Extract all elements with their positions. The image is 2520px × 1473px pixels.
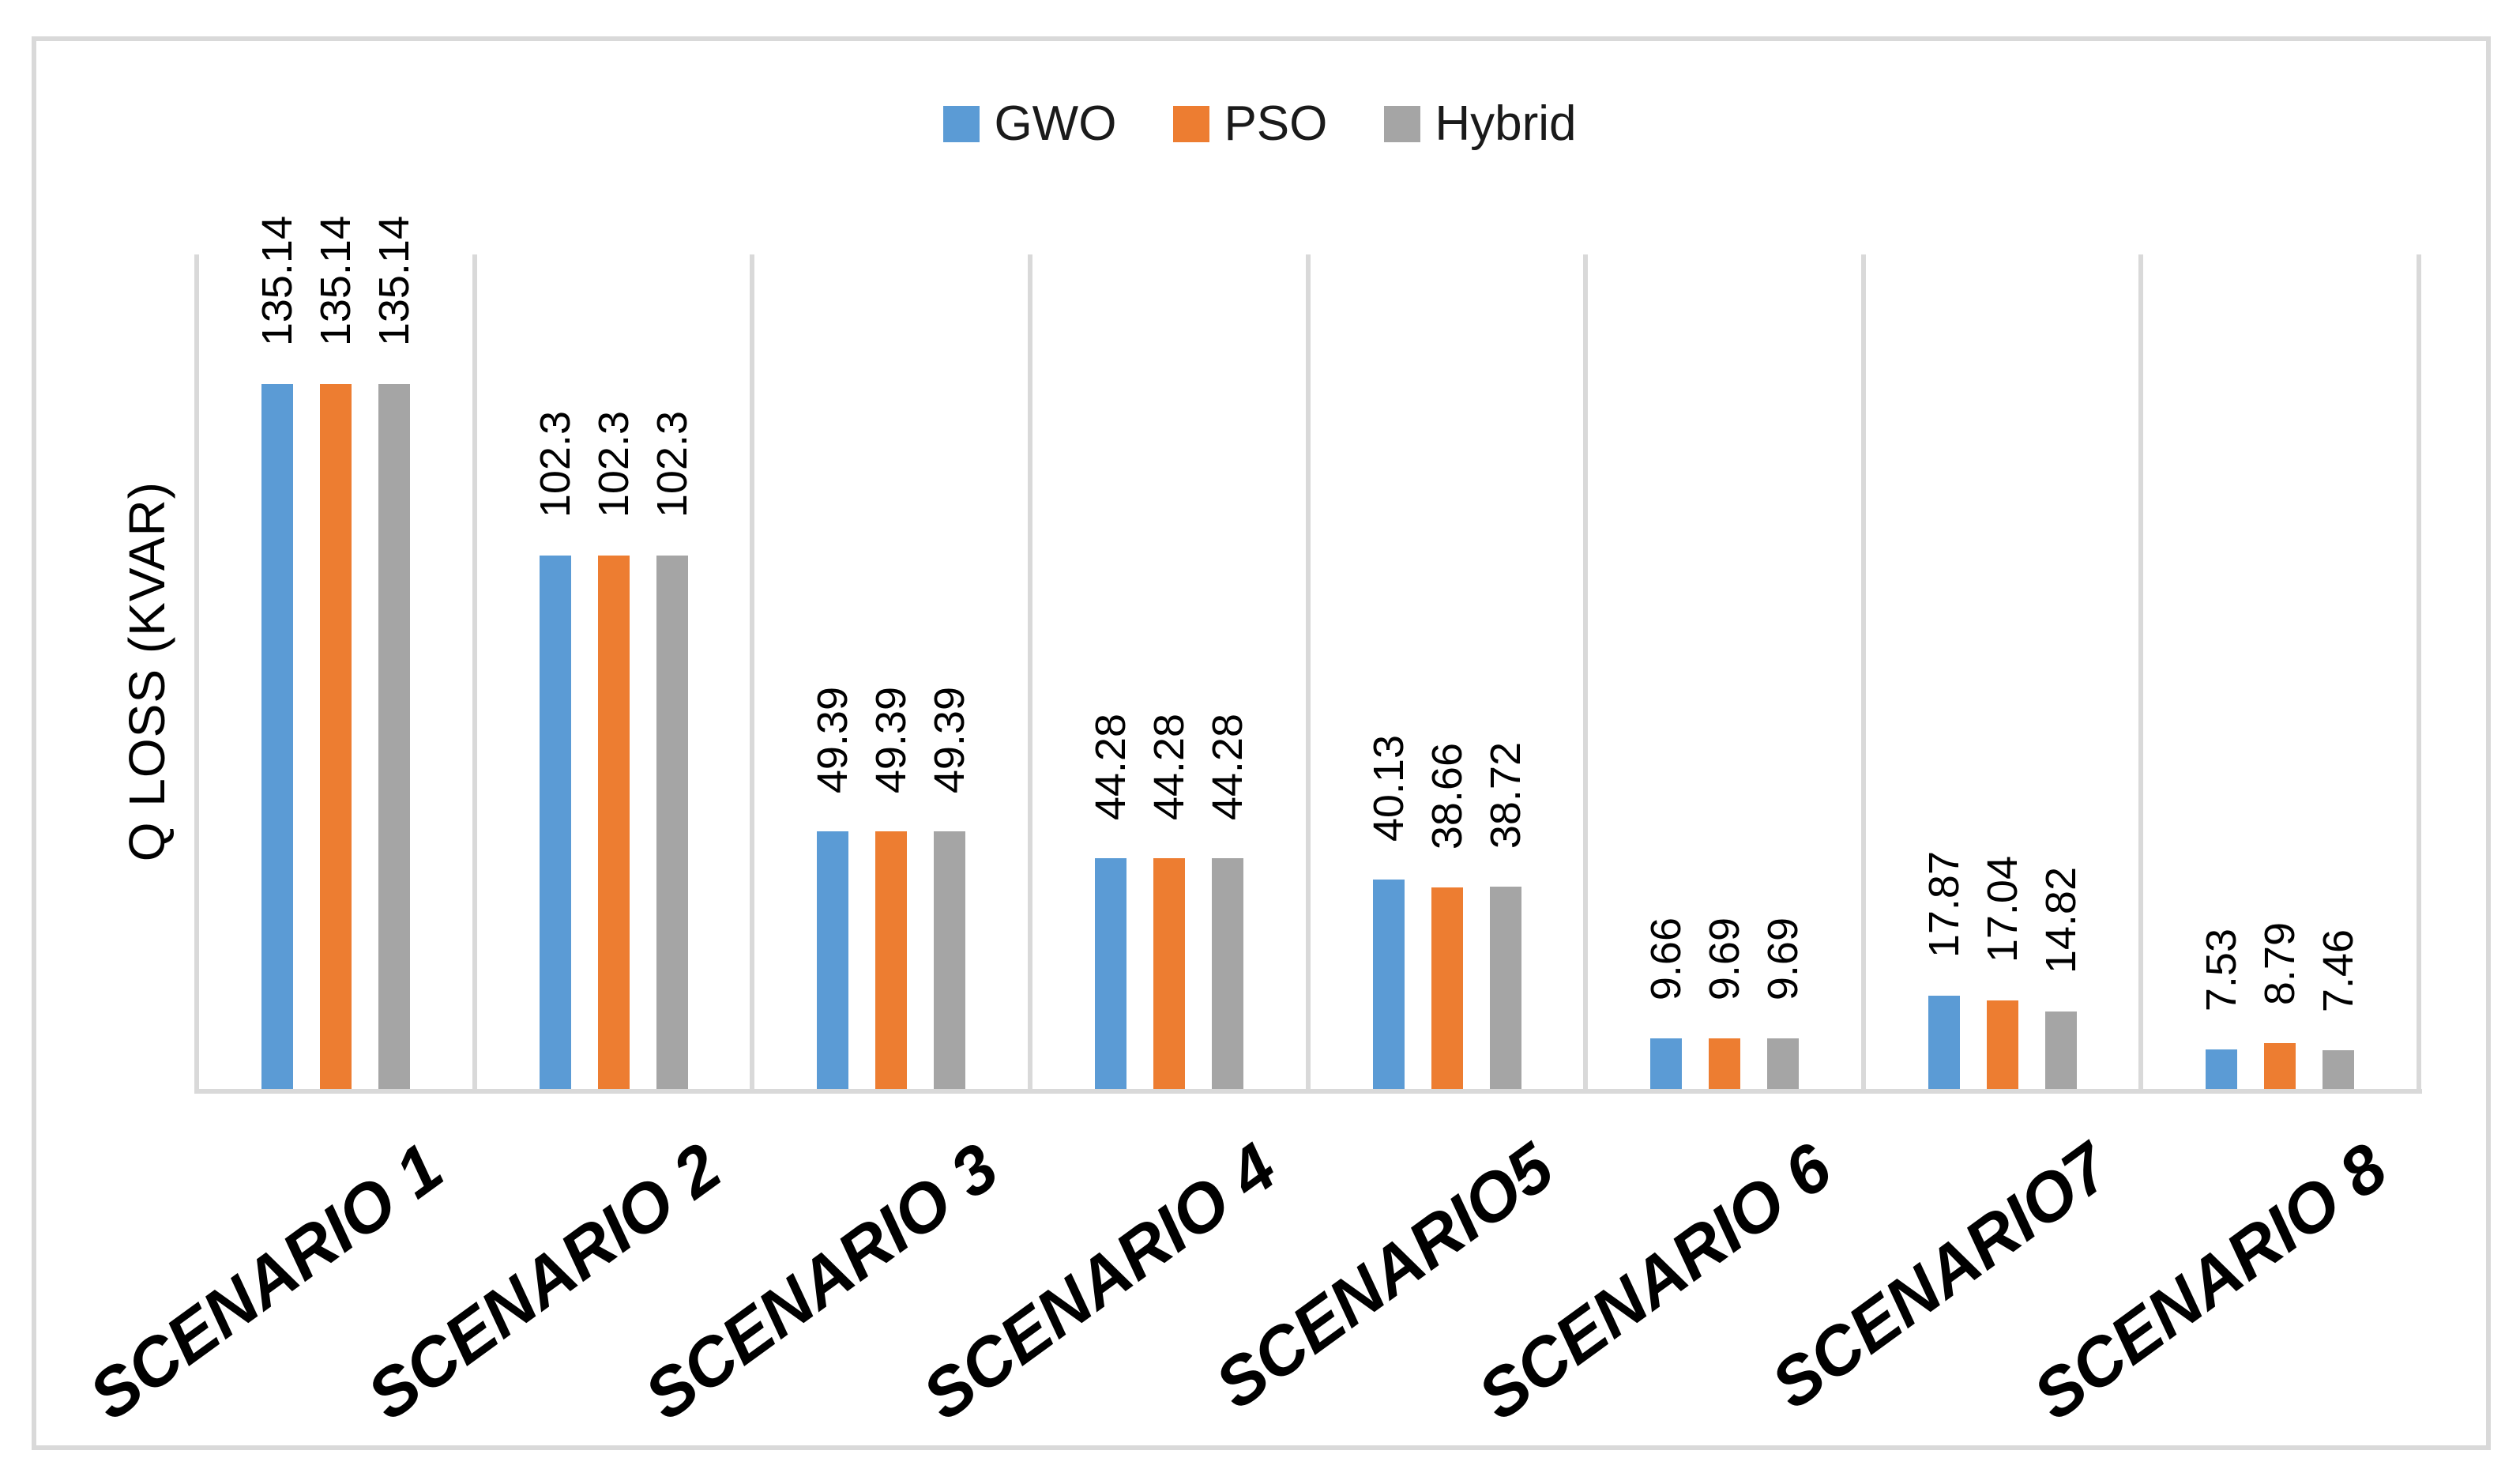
- gridline: [472, 254, 477, 1089]
- bar-gwo: [1650, 1038, 1683, 1089]
- bar-hybrid: [1211, 858, 1243, 1089]
- gridline: [2417, 254, 2421, 1089]
- category-slot: 102.3 102.3 102.3: [475, 254, 753, 1089]
- legend-swatch-hybrid: [1384, 106, 1421, 142]
- gridline: [1583, 254, 1589, 1089]
- bar-gwo: [1094, 858, 1126, 1089]
- bar-gwo: [1928, 996, 1960, 1089]
- bar-pso: [597, 556, 630, 1089]
- legend: GWO PSO Hybrid: [0, 96, 2520, 152]
- category-slot: 49.39 49.39 49.39: [752, 254, 1030, 1089]
- category-slot: 40.13 38.66 38.72: [1308, 254, 1586, 1089]
- legend-item-pso: PSO: [1173, 96, 1327, 152]
- gridline: [194, 254, 199, 1089]
- bar-pso: [875, 831, 908, 1089]
- gridline: [1305, 254, 1311, 1089]
- gridline: [1860, 254, 1866, 1089]
- bar-gwo: [539, 556, 571, 1089]
- legend-item-label: Hybrid: [1435, 96, 1577, 151]
- category-slot: 44.28 44.28 44.28: [1030, 254, 1308, 1089]
- category-slot: 7.53 8.79 7.46: [2141, 254, 2419, 1089]
- bar-pso: [1153, 858, 1185, 1089]
- bar-hybrid: [1767, 1038, 1800, 1089]
- legend-swatch-pso: [1173, 106, 1210, 142]
- legend-item-hybrid: Hybrid: [1384, 96, 1577, 152]
- bar-gwo: [817, 831, 849, 1089]
- plot-area: 135.14 135.14 135.14 102.3 102.3 102.3 49.39 49…: [194, 216, 2421, 1089]
- legend-item-label: GWO: [994, 96, 1117, 151]
- bar-pso: [2264, 1043, 2296, 1089]
- category-slot: 17.87 17.04 14.82: [1864, 254, 2142, 1089]
- bar-hybrid: [1489, 887, 1521, 1089]
- bar-pso: [1986, 1000, 2018, 1089]
- bar-pso: [1431, 887, 1463, 1089]
- bar-hybrid: [2323, 1050, 2355, 1089]
- chart-border: [32, 36, 2491, 1450]
- category-slot: 135.14 135.14 135.14: [197, 216, 475, 1089]
- gridline: [1027, 254, 1032, 1089]
- gridline: [2138, 254, 2144, 1089]
- bar-hybrid: [656, 556, 688, 1089]
- x-axis-line: [194, 1089, 2422, 1094]
- legend-swatch-gwo: [943, 106, 980, 142]
- bar-pso: [1709, 1038, 1741, 1089]
- bar-gwo: [261, 384, 293, 1089]
- legend-item-label: PSO: [1224, 96, 1328, 151]
- category-slot: 9.66 9.69 9.69: [1585, 254, 1864, 1089]
- bar-hybrid: [378, 384, 410, 1089]
- bar-pso: [320, 384, 352, 1089]
- bar-hybrid: [934, 831, 966, 1089]
- legend-item-gwo: GWO: [943, 96, 1116, 152]
- bar-gwo: [2206, 1049, 2238, 1089]
- bar-gwo: [1372, 880, 1405, 1089]
- gridline: [750, 254, 755, 1089]
- bar-hybrid: [2044, 1012, 2077, 1089]
